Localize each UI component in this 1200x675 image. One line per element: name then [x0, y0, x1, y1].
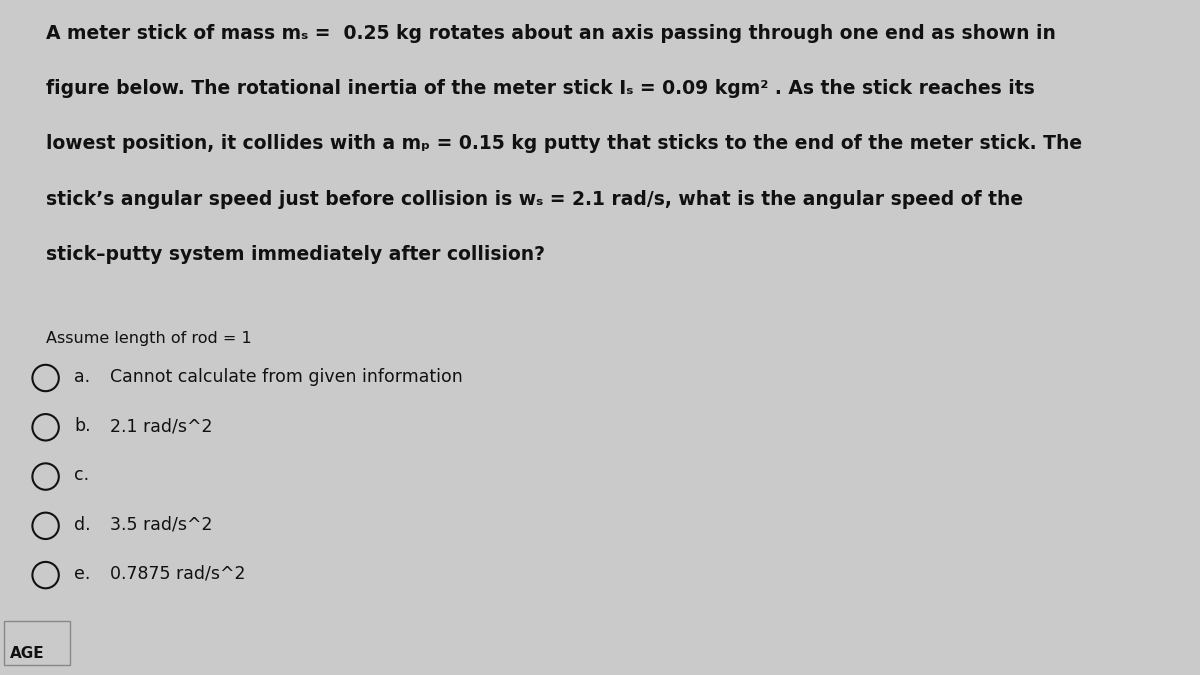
Text: A meter stick of mass mₛ =  0.25 kg rotates about an axis passing through one en: A meter stick of mass mₛ = 0.25 kg rotat… [46, 24, 1056, 43]
Text: 3.5 rad/s^2: 3.5 rad/s^2 [110, 516, 212, 534]
Text: 0.7875 rad/s^2: 0.7875 rad/s^2 [110, 565, 246, 583]
Text: stick–putty system immediately after collision?: stick–putty system immediately after col… [46, 245, 545, 264]
Text: AGE: AGE [10, 647, 44, 662]
Text: Assume length of rod = 1: Assume length of rod = 1 [46, 331, 251, 346]
Text: e.: e. [74, 565, 91, 583]
Text: lowest position, it collides with a mₚ = 0.15 kg putty that sticks to the end of: lowest position, it collides with a mₚ =… [46, 134, 1081, 153]
Text: Cannot calculate from given information: Cannot calculate from given information [110, 368, 463, 386]
Text: 2.1 rad/s^2: 2.1 rad/s^2 [110, 417, 212, 435]
Text: stick’s angular speed just before collision is wₛ = 2.1 rad/s, what is the angul: stick’s angular speed just before collis… [46, 190, 1022, 209]
Text: c.: c. [74, 466, 90, 485]
Text: b.: b. [74, 417, 91, 435]
Text: figure below. The rotational inertia of the meter stick Iₛ = 0.09 kgm² . As the : figure below. The rotational inertia of … [46, 79, 1034, 98]
Text: a.: a. [74, 368, 90, 386]
Text: d.: d. [74, 516, 91, 534]
